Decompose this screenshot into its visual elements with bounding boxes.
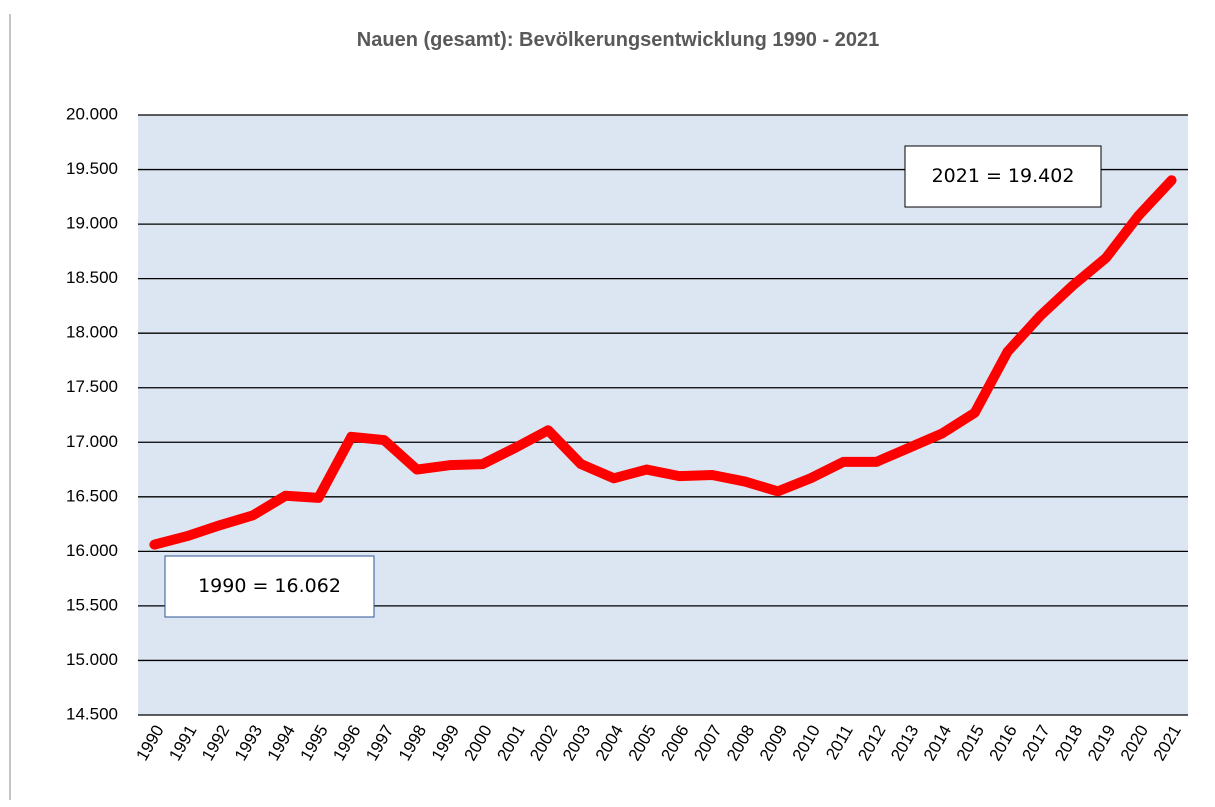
x-tick-label: 1996 [329,722,364,764]
x-tick-label: 2021 [1150,722,1185,764]
x-tick-label: 2002 [526,722,561,764]
x-tick-label: 1992 [198,722,233,764]
y-tick-label: 19.500 [66,159,118,178]
x-tick-label: 2000 [461,722,496,764]
y-tick-label: 18.000 [66,323,118,342]
y-tick-label: 16.000 [66,541,118,560]
x-tick-label: 1998 [395,722,430,764]
y-tick-label: 19.000 [66,214,118,233]
x-tick-label: 2017 [1018,722,1053,764]
data-line [149,175,1177,550]
y-tick-label: 18.500 [66,268,118,287]
annotation-box [164,555,375,618]
x-tick-label: 2010 [789,722,824,764]
x-tick-label: 1991 [165,722,200,764]
x-tick-label: 2020 [1117,722,1152,764]
y-tick-label: 20.000 [66,104,118,123]
x-tick-label: 1997 [362,722,397,764]
x-tick-label: 2008 [723,722,758,764]
x-tick-label: 2005 [625,722,660,764]
x-tick-label: 1994 [264,722,299,764]
x-tick-label: 2019 [1084,722,1119,764]
x-tick-label: 2012 [854,722,889,764]
x-tick-label: 2015 [953,722,988,764]
x-tick-label: 2009 [756,722,791,764]
y-tick-label: 17.500 [66,377,118,396]
x-tick-label: 2004 [592,722,627,764]
x-tick-label: 2011 [822,722,857,763]
x-tick-label: 1993 [231,722,266,764]
x-tick-label: 2016 [986,722,1021,764]
x-tick-label: 2001 [493,722,528,764]
x-tick-label: 2007 [690,722,725,764]
x-tick-label: 2018 [1051,722,1086,764]
y-tick-label: 16.500 [66,486,118,505]
x-tick-label: 2006 [657,722,692,764]
x-tick-label: 1995 [296,722,331,764]
x-tick-label: 2003 [559,722,594,764]
annotation-text: 2021 = 19.402 [932,165,1075,187]
y-tick-label: 15.500 [66,595,118,614]
annotation-text: 1990 = 16.062 [198,575,341,597]
x-tick-label: 1999 [428,722,463,764]
annotation-box [904,145,1102,208]
chart-title: Nauen (gesamt): Bevölkerungsentwicklung … [357,29,879,51]
x-tick-label: 2014 [920,722,955,764]
x-tick-label: 1990 [132,722,167,764]
y-tick-label: 14.500 [66,704,118,723]
x-tick-label: 2013 [887,722,922,764]
y-tick-label: 15.000 [66,650,118,669]
y-tick-label: 17.000 [66,432,118,451]
